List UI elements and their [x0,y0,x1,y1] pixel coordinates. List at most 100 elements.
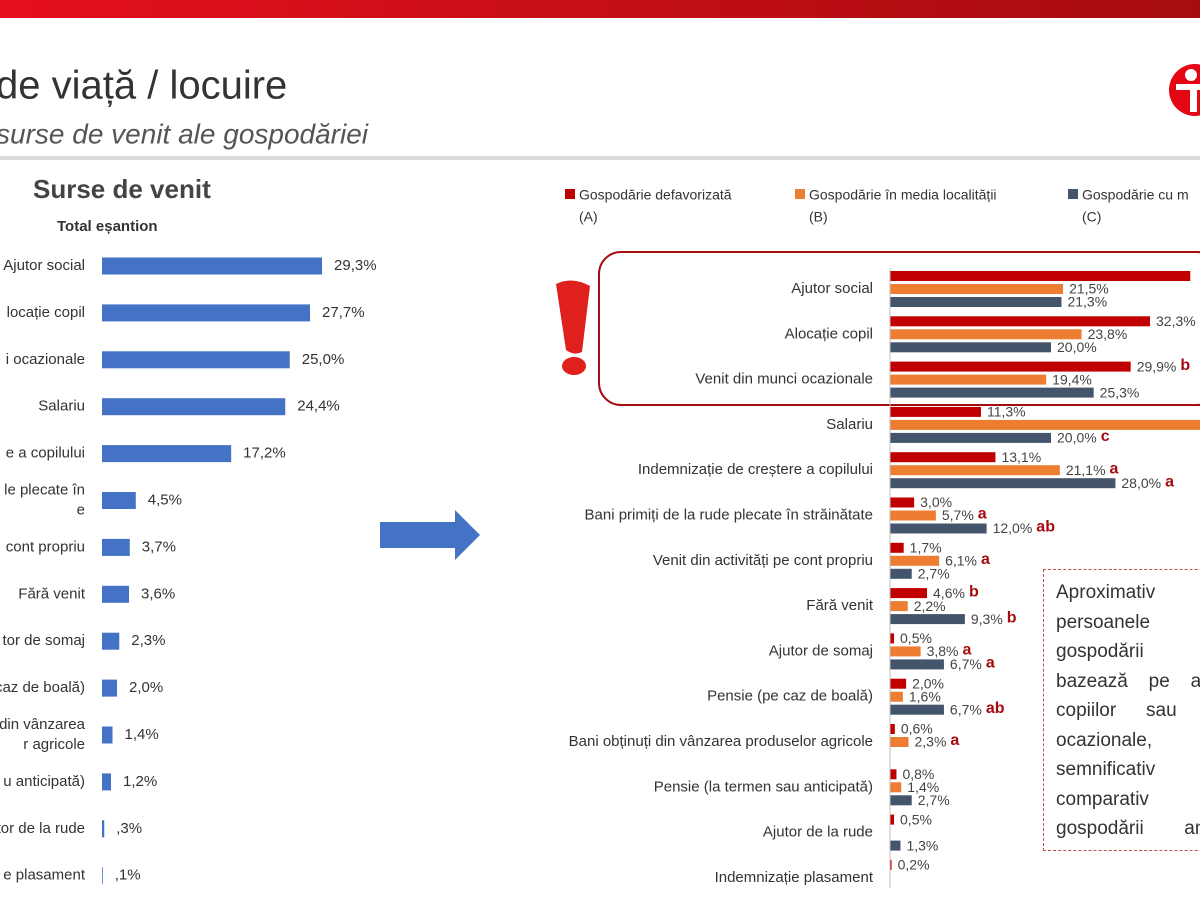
bar [890,737,909,747]
value-label: 6,1% [945,553,977,569]
value-label: 2,0% [129,679,163,696]
legend-label: Gospodărie în media localității [809,187,997,203]
bar [102,304,311,322]
category-label: Pensie (la termen sau anticipată) [654,778,873,795]
bar [890,555,940,566]
note-line: gospodării ana [1056,818,1200,839]
bar [890,691,903,702]
note-line: persoanele c [1056,611,1200,633]
value-label: 0,2% [898,857,930,873]
value-label: 3,0% [920,494,952,510]
bar [102,398,286,416]
bar [102,726,113,744]
bar [102,820,105,838]
bar [102,773,112,791]
bar [890,342,1051,353]
note-line: comparativ c [1056,788,1200,810]
value-label: 21,1% [1066,462,1106,478]
value-label: 4,6% [933,585,965,601]
value-label: 5,7% [942,507,974,523]
value-label: 1,4% [907,779,939,795]
category-label: e plasament [3,867,86,884]
bar [890,724,895,734]
significance-letter: c [1101,428,1110,445]
value-label: 3,8% [927,643,959,659]
bar [890,432,1051,443]
category-label: e [77,501,85,518]
value-label: 4,5% [148,491,182,508]
legend-label: Gospodărie cu m [1082,187,1189,203]
value-label: 21,5% [1069,281,1109,297]
bar [890,568,912,579]
bar [890,510,936,521]
bar [890,284,1064,294]
value-label: 20,0% [1057,339,1097,355]
bar [890,406,981,417]
value-label: 2,7% [918,566,950,582]
bar [890,782,902,793]
value-label: 19,4% [1052,371,1092,387]
legend-swatch [1068,189,1078,199]
bar [890,297,1062,307]
bar [890,646,921,657]
category-label: Ajutor social [3,257,85,274]
bar [890,387,1094,398]
value-label: 1,2% [123,773,157,790]
bar [890,633,895,644]
page-subtitle: surse de venit ale gospodăriei [0,118,369,149]
bar [102,257,323,275]
value-label: ,1% [115,867,141,884]
bar [102,867,103,885]
legend-label: Gospodărie defavorizată [579,187,732,203]
value-label: 6,7% [950,656,982,672]
note-line: semnificativ [1056,759,1156,780]
bar [890,419,1200,430]
value-label: 0,5% [900,630,932,646]
legend-code: (C) [1082,209,1101,225]
value-label: 2,3% [915,734,947,750]
value-label: 0,6% [901,721,933,737]
value-label: 25,0% [302,351,345,368]
bar [890,588,928,599]
bar [890,601,908,612]
value-label: 29,3% [334,257,377,274]
significance-letter: a [981,551,990,568]
chart-title: Surse de venit [33,174,211,204]
legend-code: (B) [809,209,828,225]
significance-letter: a [1110,460,1119,477]
note-line: copiilor sau v [1056,700,1200,721]
category-label: Fără venit [18,585,86,602]
value-label: 13,1% [1001,449,1041,465]
category-label: Bani obținuți din vânzarea produselor ag… [569,733,873,750]
top-bar [0,0,1200,18]
bar [890,542,904,553]
value-label: 3,7% [142,538,176,555]
value-label: 0,5% [900,811,932,827]
value-label: 24,4% [297,398,340,415]
value-label: 28,0% [1121,475,1161,491]
category-label: Salariu [38,398,85,415]
value-label: 0,8% [902,766,934,782]
bar [890,361,1131,372]
bar [890,271,1191,281]
significance-letter: b [1007,609,1017,626]
page-title: de viață / locuire [0,64,287,108]
category-label: i ocazionale [6,351,85,368]
bar [890,497,915,508]
significance-letter: ab [1036,519,1055,536]
significance-letter: a [1165,473,1174,490]
value-label: 1,4% [125,726,159,743]
bar [890,329,1082,340]
bar [890,478,1116,489]
category-label: r agricole [23,736,85,753]
category-label: tor de la rude [0,820,85,837]
bar [890,859,892,870]
significance-letter: b [1180,357,1190,374]
bar [890,840,901,851]
category-label: e a copilului [6,445,85,462]
value-label: 27,7% [322,304,365,321]
bar [890,614,965,625]
category-label: Alocație copil [785,325,873,342]
bar [890,704,944,715]
value-label: 2,0% [912,675,944,691]
